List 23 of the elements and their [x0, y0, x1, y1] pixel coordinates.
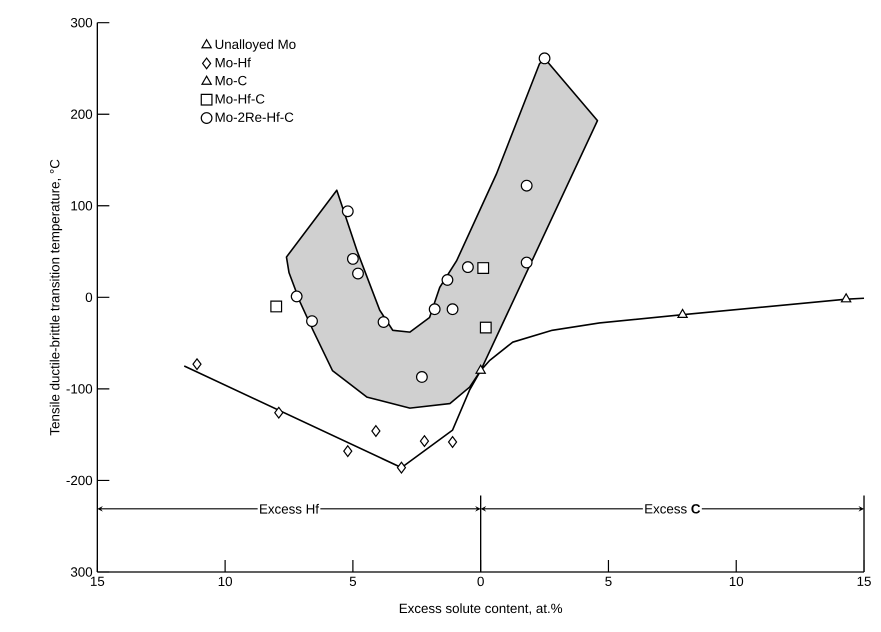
legend-label: Mo-Hf: [216, 58, 251, 68]
x-tick-label: 0: [477, 576, 484, 586]
x-tick-label: 5: [605, 576, 612, 586]
annotation: Excess C: [645, 504, 700, 514]
x-tick-label: 15: [90, 576, 104, 586]
x-axis-title: Excess solute content, at.%: [400, 603, 562, 615]
x-tick-label: 10: [730, 576, 744, 586]
x-tick-label: 15: [858, 576, 871, 586]
y-tick-label: 200: [71, 110, 92, 119]
x-tick-label: 10: [218, 576, 232, 586]
y-tick-label: 0: [86, 292, 92, 302]
y-tick-label: 300: [70, 567, 92, 577]
y-tick-label: 300: [70, 18, 92, 28]
y-axis-title: Tensile ductile-brittle transition temperature, °C: [50, 160, 62, 436]
x-tick-label: 5: [350, 576, 356, 586]
legend-label: Mo-Hf-C: [216, 94, 264, 104]
y-tick-label: 100: [71, 201, 92, 210]
legend-label: Mo-C: [216, 76, 247, 86]
legend-label: Unalloyed Mo: [216, 39, 296, 52]
legend-label: Mo-2Re-Hf-C: [216, 112, 294, 122]
y-tick-label: -100: [66, 384, 92, 394]
y-tick-label: -200: [66, 476, 92, 486]
annotation: Excess Hf: [260, 504, 320, 514]
